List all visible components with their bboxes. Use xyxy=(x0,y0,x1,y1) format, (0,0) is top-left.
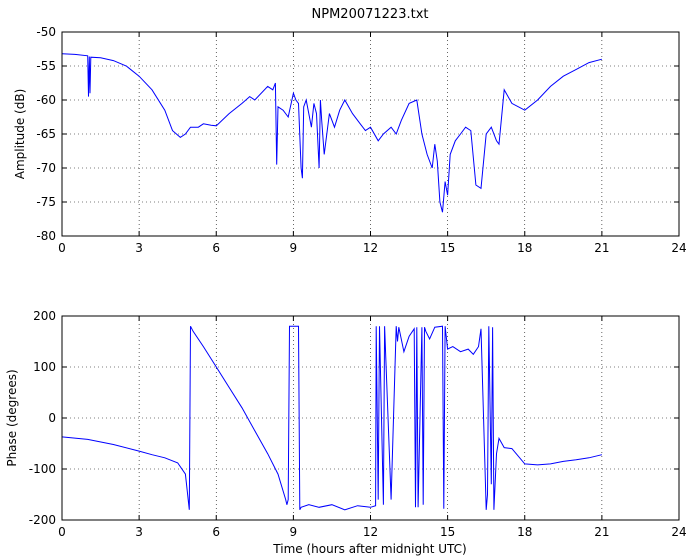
phase-y-tick-label: -100 xyxy=(29,462,56,476)
amplitude-y-tick-label: -50 xyxy=(36,25,56,39)
phase-x-tick-label: 12 xyxy=(363,525,378,539)
phase-axes: 0 3 6 9 12 15 18 21 24 -200 -100 0 100 200 Phase (de… xyxy=(5,309,687,556)
phase-y-tick-label: 200 xyxy=(33,309,56,323)
phase-x-axis-label: Time (hours after midnight UTC) xyxy=(272,542,466,556)
amplitude-y-tick-label: -75 xyxy=(36,195,56,209)
phase-x-tick-label: 15 xyxy=(440,525,455,539)
phase-x-tick-label: 0 xyxy=(58,525,66,539)
phase-x-ticks: 0 3 6 9 12 15 18 21 24 xyxy=(58,316,687,539)
phase-y-axis-label: Phase (degrees) xyxy=(5,369,19,466)
amplitude-x-ticks: 0 3 6 9 12 15 18 21 24 xyxy=(58,32,687,255)
amplitude-x-tick-label: 15 xyxy=(440,241,455,255)
phase-x-tick-label: 21 xyxy=(594,525,609,539)
phase-y-tick-label: 0 xyxy=(48,411,56,425)
amplitude-grid xyxy=(62,32,679,236)
amplitude-x-tick-label: 21 xyxy=(594,241,609,255)
phase-line xyxy=(61,325,603,511)
amplitude-x-tick-label: 24 xyxy=(671,241,686,255)
phase-y-ticks: -200 -100 0 100 200 xyxy=(29,309,679,527)
amplitude-x-tick-label: 18 xyxy=(517,241,532,255)
amplitude-x-tick-label: 3 xyxy=(135,241,143,255)
amplitude-y-tick-label: -60 xyxy=(36,93,56,107)
amplitude-chart-title: NPM20071223.txt xyxy=(312,7,429,22)
phase-x-tick-label: 18 xyxy=(517,525,532,539)
amplitude-y-tick-label: -55 xyxy=(36,59,56,73)
amplitude-y-ticks: -80 -75 -70 -65 -60 -55 -50 xyxy=(36,25,679,243)
amplitude-x-tick-label: 12 xyxy=(363,241,378,255)
amplitude-axes: NPM20071223.txt 0 3 6 9 12 15 18 21 24 -80 -75 -70… xyxy=(13,7,687,255)
amplitude-y-tick-label: -80 xyxy=(36,229,56,243)
amplitude-y-tick-label: -70 xyxy=(36,161,56,175)
amplitude-line xyxy=(61,53,603,213)
amplitude-x-tick-label: 9 xyxy=(290,241,298,255)
phase-x-tick-label: 9 xyxy=(290,525,298,539)
phase-x-tick-label: 6 xyxy=(212,525,220,539)
phase-grid xyxy=(62,316,679,520)
phase-y-tick-label: 100 xyxy=(33,360,56,374)
amplitude-y-axis-label: Amplitude (dB) xyxy=(13,89,27,180)
phase-y-tick-label: -200 xyxy=(29,513,56,527)
amplitude-y-tick-label: -65 xyxy=(36,127,56,141)
phase-x-tick-label: 24 xyxy=(671,525,686,539)
amplitude-x-tick-label: 0 xyxy=(58,241,66,255)
amplitude-x-tick-label: 6 xyxy=(212,241,220,255)
phase-x-tick-label: 3 xyxy=(135,525,143,539)
